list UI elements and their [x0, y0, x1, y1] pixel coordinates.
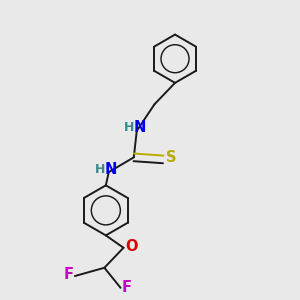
Text: N: N [134, 120, 146, 135]
Text: H: H [95, 163, 106, 176]
Text: N: N [105, 162, 117, 177]
Text: F: F [122, 280, 132, 295]
Text: F: F [63, 267, 74, 282]
Text: O: O [125, 239, 138, 254]
Text: H: H [124, 121, 135, 134]
Text: S: S [166, 150, 177, 165]
